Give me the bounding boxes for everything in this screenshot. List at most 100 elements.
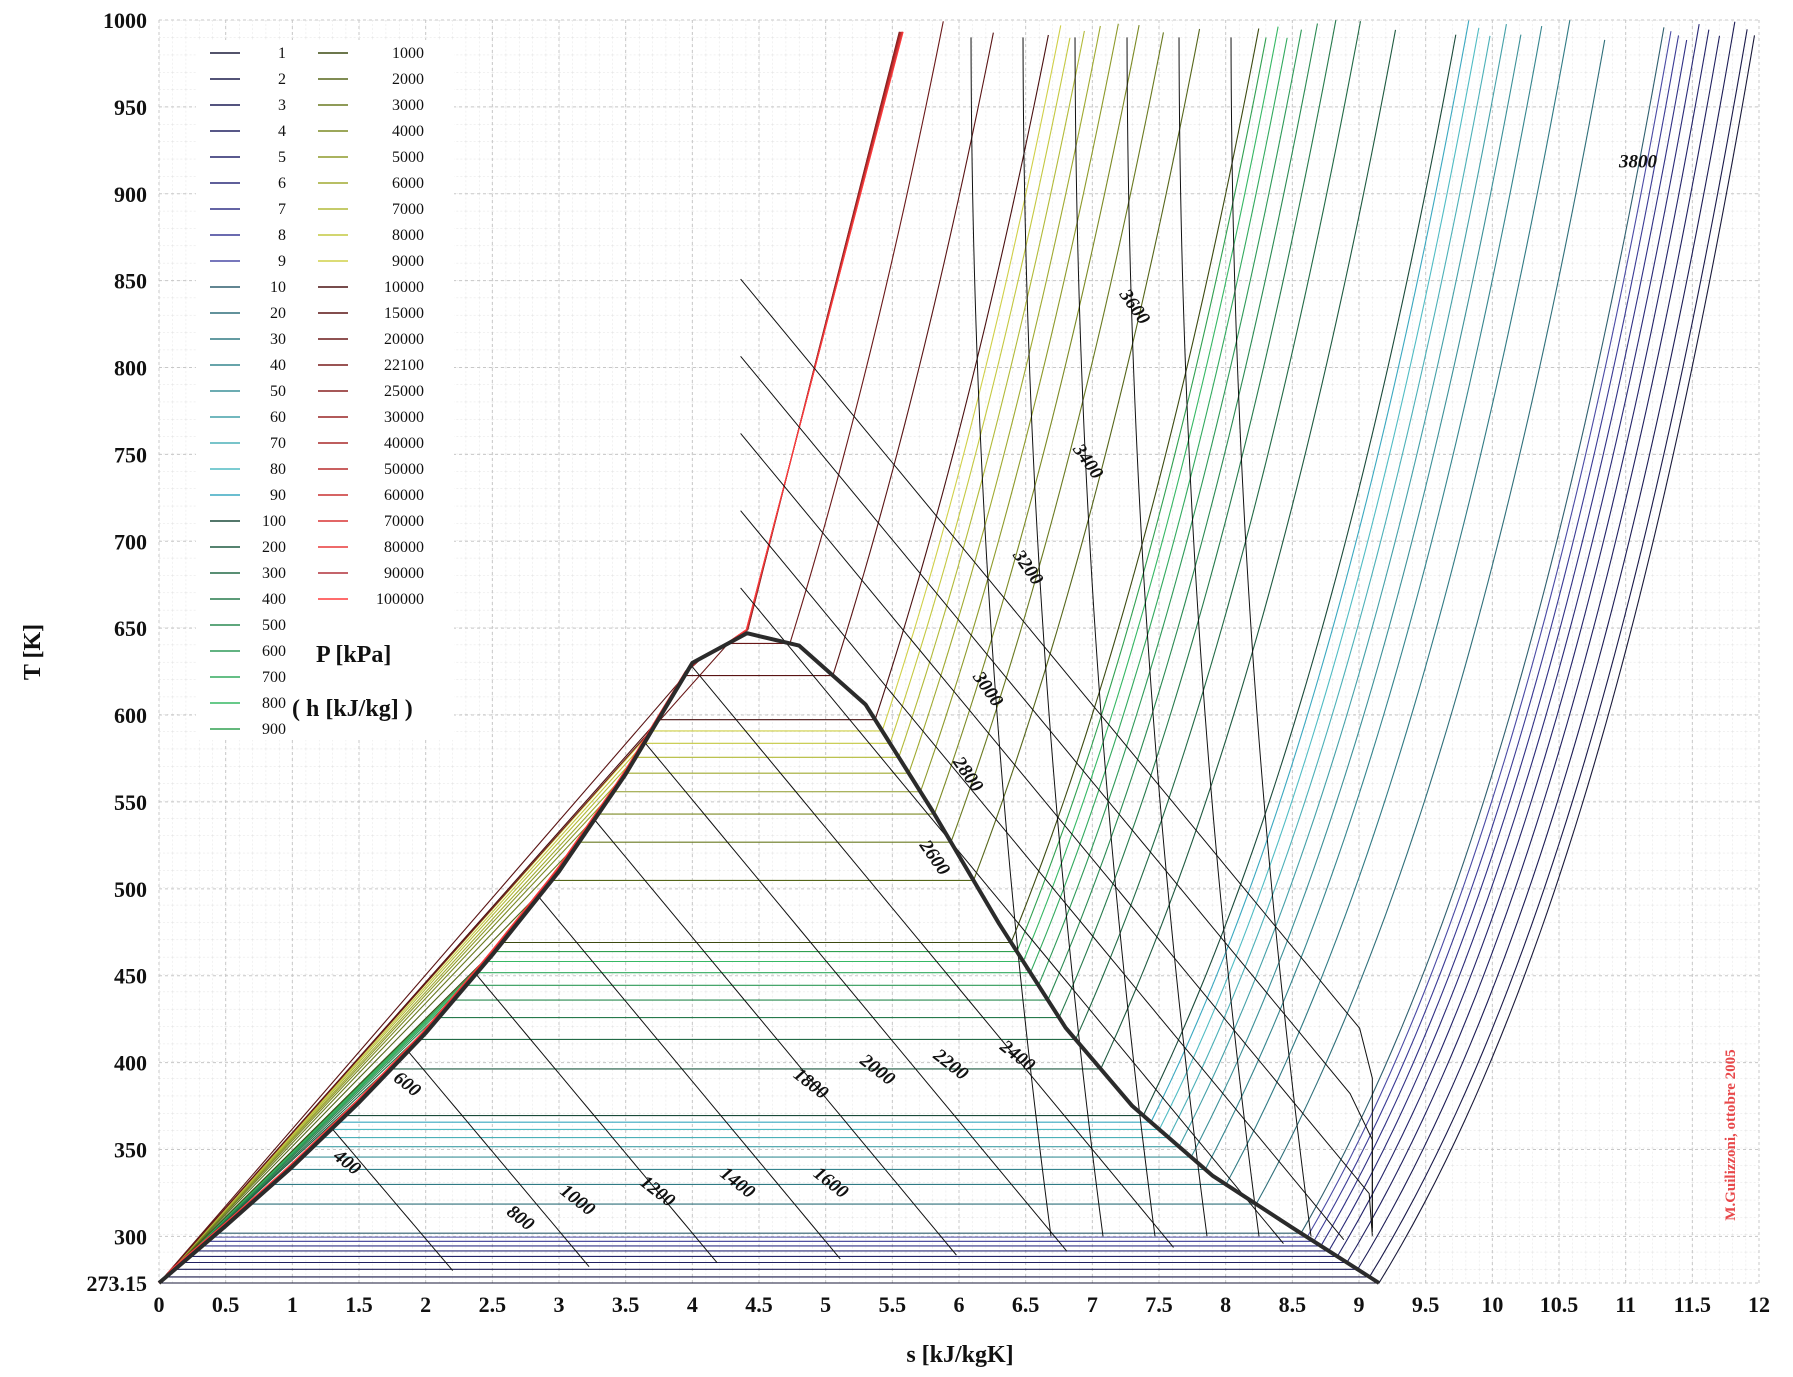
legend-label: 5000 <box>392 149 424 166</box>
enthalpy-line-1000 <box>538 896 841 1260</box>
enthalpy-line-2400 <box>740 355 1373 1232</box>
legend-label: 100 <box>262 513 286 530</box>
isobar-15000 <box>158 32 994 1284</box>
x-tick-label: 5.5 <box>879 1292 907 1317</box>
enthalpy-line-3200 <box>1074 37 1156 1237</box>
isobar-40 <box>158 25 1543 1284</box>
isobar-20000 <box>158 21 944 1284</box>
legend-label: 9 <box>278 253 286 270</box>
enthalpy-line-1800 <box>740 587 1284 1244</box>
x-axis-label: s [kJ/kgK] <box>906 1342 1013 1368</box>
x-tick-label: 0 <box>154 1292 165 1317</box>
x-tick-label: 2.5 <box>479 1292 507 1317</box>
enthalpy-line-2600 <box>740 278 1373 1229</box>
y-tick-label: 300 <box>114 1224 147 1249</box>
legend-label: 50 <box>270 383 286 400</box>
enthalpy-line-1400 <box>644 742 1068 1252</box>
isobar-600 <box>158 29 1302 1284</box>
x-tick-label: 1 <box>287 1292 298 1317</box>
enthalpy-line-3600 <box>1178 37 1260 1237</box>
legend-label: 900 <box>262 721 286 738</box>
legend-label: 7000 <box>392 201 424 218</box>
legend-label: 3 <box>278 97 286 114</box>
legend-label: 4 <box>278 123 286 140</box>
isobar-60 <box>158 24 1507 1284</box>
y-tick-label: 450 <box>114 964 147 989</box>
isobar-5 <box>158 29 1710 1284</box>
enthalpy-line-1200 <box>594 819 957 1256</box>
enthalpy-label-3800: 3800 <box>1618 152 1658 173</box>
isobar-300 <box>158 21 1362 1284</box>
x-tick-label: 2 <box>420 1292 431 1317</box>
x-tick-label: 10.5 <box>1540 1292 1579 1317</box>
y-tick-label: 1000 <box>103 8 147 33</box>
y-tick-label: 600 <box>114 703 147 728</box>
x-tick-label: 0.5 <box>212 1292 240 1317</box>
enthalpy-line-400 <box>331 1128 454 1271</box>
legend-label: 2 <box>278 71 286 88</box>
isobar-3 <box>158 21 1736 1284</box>
x-tick-label: 10 <box>1481 1292 1503 1317</box>
enthalpy-line-3800 <box>1230 37 1312 1237</box>
enthalpy-line-3000 <box>1022 37 1104 1237</box>
isobar-4 <box>158 35 1721 1284</box>
legend-label: 90 <box>270 487 286 504</box>
legend-label: 2000 <box>392 71 424 88</box>
isobar-6 <box>158 24 1700 1284</box>
legend-label: 9000 <box>392 253 424 270</box>
legend: 1 2 3 4 5 6 7 8 9 10 20 30 40 50 60 70 80 90 100 200 300 400 5… <box>210 45 424 738</box>
isobar-50 <box>158 34 1522 1284</box>
legend-label: 90000 <box>384 565 424 582</box>
isobar-9 <box>158 31 1672 1284</box>
saturation-curve <box>157 631 1381 1285</box>
x-tick-label: 11 <box>1615 1292 1636 1317</box>
legend-label: 10 <box>270 279 286 296</box>
x-tick-label: 3 <box>554 1292 565 1317</box>
legend-label: 60 <box>270 409 286 426</box>
legend-label: 5 <box>278 149 286 166</box>
y-tick-label: 700 <box>114 529 147 554</box>
y-axis-label: T [K] <box>20 624 46 680</box>
legend-label: 15000 <box>384 305 424 322</box>
x-tick-label: 11.5 <box>1674 1292 1711 1317</box>
x-tick-label: 7 <box>1087 1292 1098 1317</box>
x-tick-label: 6.5 <box>1012 1292 1040 1317</box>
isobar-2 <box>158 29 1748 1284</box>
x-tick-label: 5 <box>820 1292 831 1317</box>
x-tick-label: 4 <box>687 1292 698 1317</box>
x-tick-label: 7.5 <box>1145 1292 1173 1317</box>
legend-label: 40 <box>270 357 286 374</box>
legend-label: 20 <box>270 305 286 322</box>
enthalpy-line-2200 <box>740 433 1373 1236</box>
y-tick-label: 750 <box>114 442 147 467</box>
isobar-1000 <box>158 28 1260 1284</box>
legend-label: 700 <box>262 669 286 686</box>
y-tick-label: 350 <box>114 1137 147 1162</box>
legend-label: 40000 <box>384 435 424 452</box>
isobar-1 <box>159 35 1756 1284</box>
enthalpy-line-2000 <box>740 510 1345 1240</box>
isobar-6000 <box>158 25 1101 1284</box>
isobar-8 <box>158 35 1680 1284</box>
isobar-20 <box>158 39 1606 1284</box>
isobar-70 <box>158 35 1491 1284</box>
isobar-800 <box>158 26 1279 1284</box>
legend-label: 800 <box>262 695 286 712</box>
isobar-80 <box>158 27 1480 1284</box>
x-tick-label: 4.5 <box>745 1292 773 1317</box>
legend-label: 100000 <box>376 591 424 608</box>
isobar-100 <box>158 34 1457 1284</box>
enthalpy-line-2800 <box>970 37 1052 1237</box>
legend-label: 7 <box>278 201 286 218</box>
legend-label: 500 <box>262 617 286 634</box>
x-tick-label: 8 <box>1220 1292 1231 1317</box>
y-tick-label: 850 <box>114 269 147 294</box>
isobar-7000 <box>158 30 1085 1284</box>
x-tick-label: 9 <box>1354 1292 1365 1317</box>
y-tick-label: 800 <box>114 356 147 381</box>
legend-label: 25000 <box>384 383 424 400</box>
legend-label: 80 <box>270 461 286 478</box>
y-tick-label: 273.15 <box>87 1271 148 1296</box>
